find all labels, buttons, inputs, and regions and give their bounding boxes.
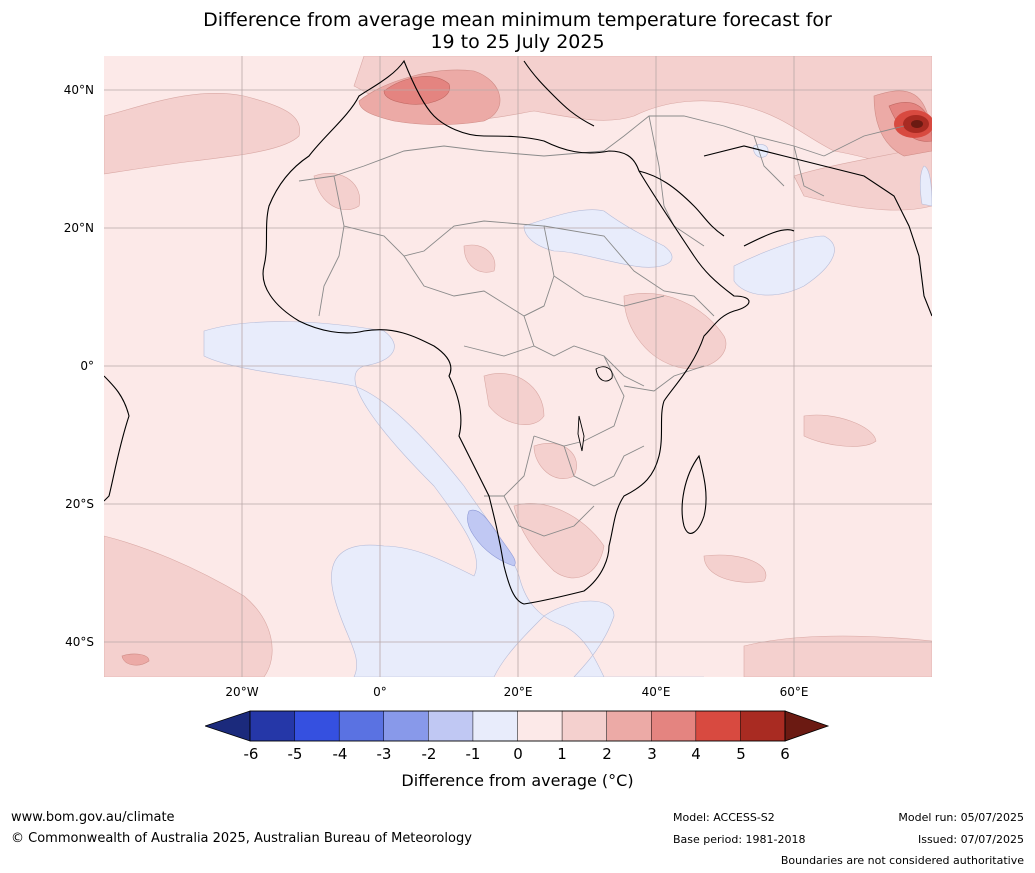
colorbar-extend-high	[784, 710, 830, 742]
lat-label-40s: 40°S	[65, 635, 94, 649]
colorbar-tick: -5	[287, 745, 303, 763]
colorbar	[203, 710, 830, 748]
country-boundaries	[298, 115, 905, 537]
copyright-text: © Commonwealth of Australia 2025, Austra…	[11, 831, 472, 846]
colorbar-extend-low	[203, 710, 251, 742]
lon-label-60e: 60°E	[779, 685, 809, 699]
boundaries-note: Boundaries are not considered authoritat…	[780, 854, 1024, 867]
colorbar-cell	[517, 710, 563, 742]
lon-label-40e: 40°E	[641, 685, 671, 699]
lat-label-0: 0°	[80, 359, 94, 373]
forecast-map[interactable]	[104, 56, 932, 677]
issued-text: Issued: 07/07/2025	[917, 833, 1024, 846]
colorbar-cell	[249, 710, 296, 742]
title-line-1: Difference from average mean minimum tem…	[203, 9, 832, 31]
map-svg	[104, 56, 932, 677]
colorbar-tick: 1	[557, 745, 567, 763]
lat-label-20n: 20°N	[63, 221, 94, 235]
graticule	[104, 56, 932, 677]
map-title: Difference from average mean minimum tem…	[0, 9, 1035, 53]
colorbar-tick: 6	[780, 745, 790, 763]
colorbar-tick: -1	[465, 745, 481, 763]
lakes	[577, 366, 613, 452]
anomaly-negative-strong-zone	[467, 509, 516, 567]
colorbar-tick: 0	[513, 745, 523, 763]
coastlines	[104, 59, 932, 605]
colorbar-tick: 2	[602, 745, 612, 763]
lon-label-20e: 20°E	[503, 685, 533, 699]
colorbar-cell	[294, 710, 340, 742]
colorbar-cell	[428, 710, 474, 742]
colorbar-tick: 3	[647, 745, 657, 763]
colorbar-title: Difference from average (°C)	[401, 771, 634, 790]
colorbar-tick: 5	[736, 745, 746, 763]
model-run-text: Model run: 05/07/2025	[898, 811, 1024, 824]
colorbar-svg	[203, 710, 830, 742]
colorbar-cell	[740, 710, 786, 742]
colorbar-cell	[472, 710, 519, 742]
colorbar-cell	[695, 710, 742, 742]
colorbar-tick: -6	[243, 745, 259, 763]
colorbar-tick: 4	[691, 745, 701, 763]
colorbar-cell	[383, 710, 430, 742]
lat-label-20s: 20°S	[65, 497, 94, 511]
anomaly-hotspot	[894, 110, 932, 138]
colorbar-tick: -2	[421, 745, 437, 763]
colorbar-tick: -4	[332, 745, 348, 763]
lon-label-0: 0°	[373, 685, 387, 699]
colorbar-cell	[651, 710, 697, 742]
colorbar-cell	[338, 710, 385, 742]
colorbar-cell	[561, 710, 608, 742]
anomaly-negative-zones	[203, 144, 932, 677]
base-period-text: Base period: 1981-2018	[673, 833, 806, 846]
model-text: Model: ACCESS-S2	[673, 811, 775, 824]
lon-label-20w: 20°W	[225, 685, 259, 699]
colorbar-tick: -3	[376, 745, 392, 763]
website-link[interactable]: www.bom.gov.au/climate	[11, 810, 175, 825]
colorbar-cell	[606, 710, 653, 742]
lat-label-40n: 40°N	[63, 83, 94, 97]
title-line-2: 19 to 25 July 2025	[430, 31, 605, 53]
